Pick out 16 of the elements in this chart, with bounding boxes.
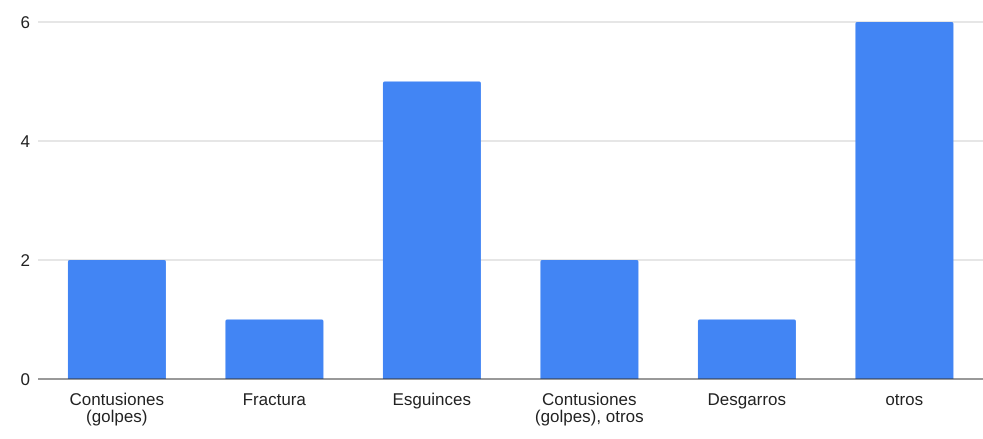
x-tick-label: Esguinces (392, 390, 471, 410)
y-tick-label: 2 (20, 251, 30, 270)
bar (68, 260, 166, 379)
y-tick-label: 4 (20, 132, 30, 152)
bar (382, 82, 481, 379)
bar (855, 22, 954, 379)
x-tick-label: Contusiones (golpes) (69, 390, 164, 426)
y-tick-label: 6 (20, 13, 30, 32)
x-tick-label: Desgarros (708, 390, 786, 410)
y-tick-label: 0 (20, 370, 30, 390)
x-tick-label: otros (885, 390, 924, 410)
bar (698, 320, 796, 379)
bar (540, 260, 638, 379)
x-tick-label: Fractura (242, 390, 306, 410)
bar (225, 320, 324, 379)
x-tick-label: Contusiones (golpes), otros (534, 390, 644, 426)
